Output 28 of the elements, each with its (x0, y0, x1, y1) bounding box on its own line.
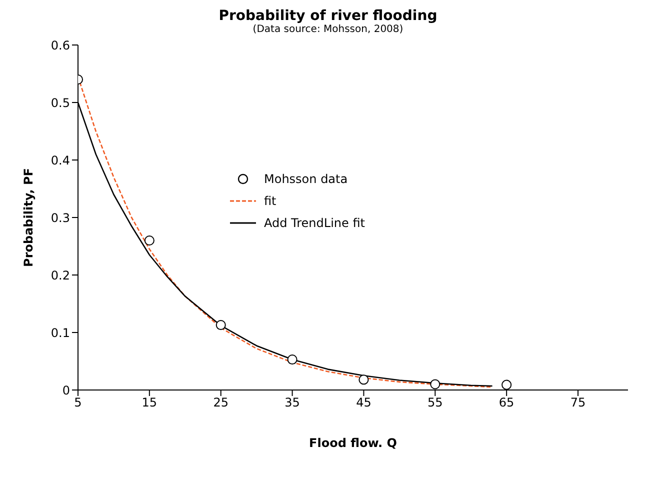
y-tick-label: 0.2 (50, 268, 70, 282)
y-tick-label: 0.3 (50, 210, 70, 225)
x-tick-label: 55 (428, 396, 443, 410)
chart-title: Probability of river flooding (218, 8, 438, 24)
legend-label: Add TrendLine fit (264, 216, 365, 230)
x-tick-label: 65 (498, 396, 514, 410)
point (287, 354, 298, 365)
x-tick-label: 25 (213, 396, 228, 410)
x-tick-label: 5 (74, 396, 82, 410)
x-axis-title: Flood flow. Q (309, 436, 397, 450)
y-tick-label: 0.5 (50, 96, 70, 110)
chart-subtitle: (Data source: Mohsson, 2008) (252, 24, 404, 35)
y-tick-label: 0.4 (50, 153, 70, 168)
x-tick-label: 15 (142, 396, 158, 410)
x-tick-label: 45 (356, 396, 372, 410)
point (502, 380, 512, 390)
point (144, 235, 154, 246)
x-tick-label: 35 (284, 396, 300, 410)
x-tick-label: 75 (570, 396, 586, 410)
point (358, 374, 369, 385)
legend-label: Mohsson data (264, 172, 348, 186)
legend-label: fit (264, 194, 276, 208)
y-tick-label: 0 (62, 383, 70, 398)
y-axis-title: Probability, PF (21, 168, 36, 267)
y-tick-label: 0.1 (50, 326, 70, 340)
point (216, 320, 226, 330)
y-tick-label: 0.6 (50, 38, 70, 52)
point (430, 379, 440, 390)
